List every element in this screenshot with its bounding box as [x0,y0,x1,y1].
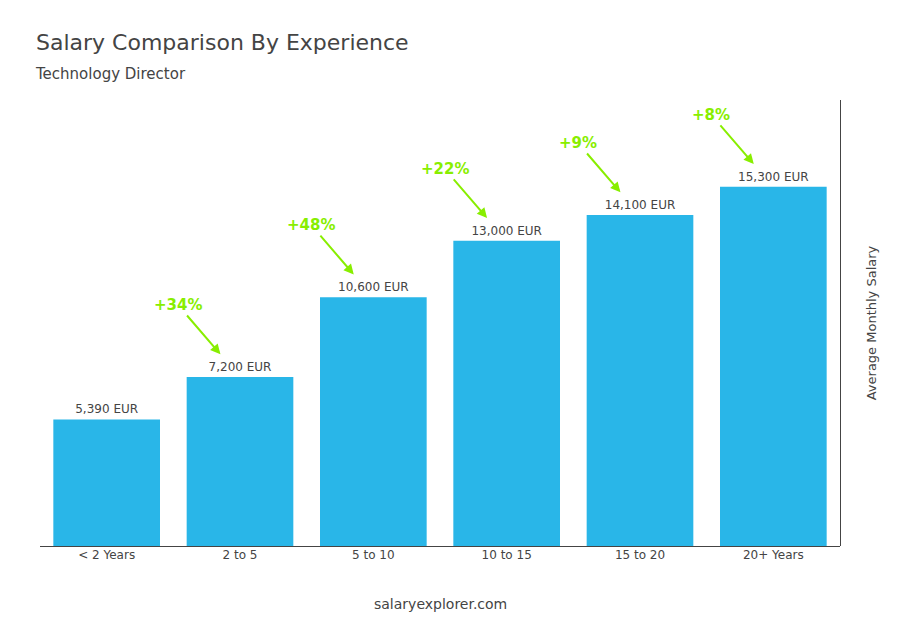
svg-text:5 to 10: 5 to 10 [352,548,395,562]
svg-text:salaryexplorer.com: salaryexplorer.com [374,596,507,612]
svg-text:+34%: +34% [154,296,202,314]
svg-text:+8%: +8% [692,106,730,124]
svg-text:+9%: +9% [559,134,597,152]
svg-text:15,300 EUR: 15,300 EUR [738,170,809,184]
svg-text:Technology Director: Technology Director [35,65,186,83]
svg-text:7,200 EUR: 7,200 EUR [209,360,272,374]
svg-text:Salary Comparison By Experienc: Salary Comparison By Experience [36,30,409,55]
svg-text:< 2 Years: < 2 Years [78,548,135,562]
svg-text:13,000 EUR: 13,000 EUR [471,224,542,238]
svg-text:+22%: +22% [421,160,469,178]
svg-text:5,390 EUR: 5,390 EUR [75,402,138,416]
svg-text:Average Monthly Salary: Average Monthly Salary [864,245,879,400]
svg-text:2 to 5: 2 to 5 [223,548,258,562]
svg-text:15 to 20: 15 to 20 [615,548,665,562]
svg-text:+48%: +48% [287,216,335,234]
svg-text:10 to 15: 10 to 15 [482,548,532,562]
svg-text:20+ Years: 20+ Years [743,548,804,562]
svg-text:10,600 EUR: 10,600 EUR [338,280,409,294]
svg-text:14,100 EUR: 14,100 EUR [605,198,676,212]
